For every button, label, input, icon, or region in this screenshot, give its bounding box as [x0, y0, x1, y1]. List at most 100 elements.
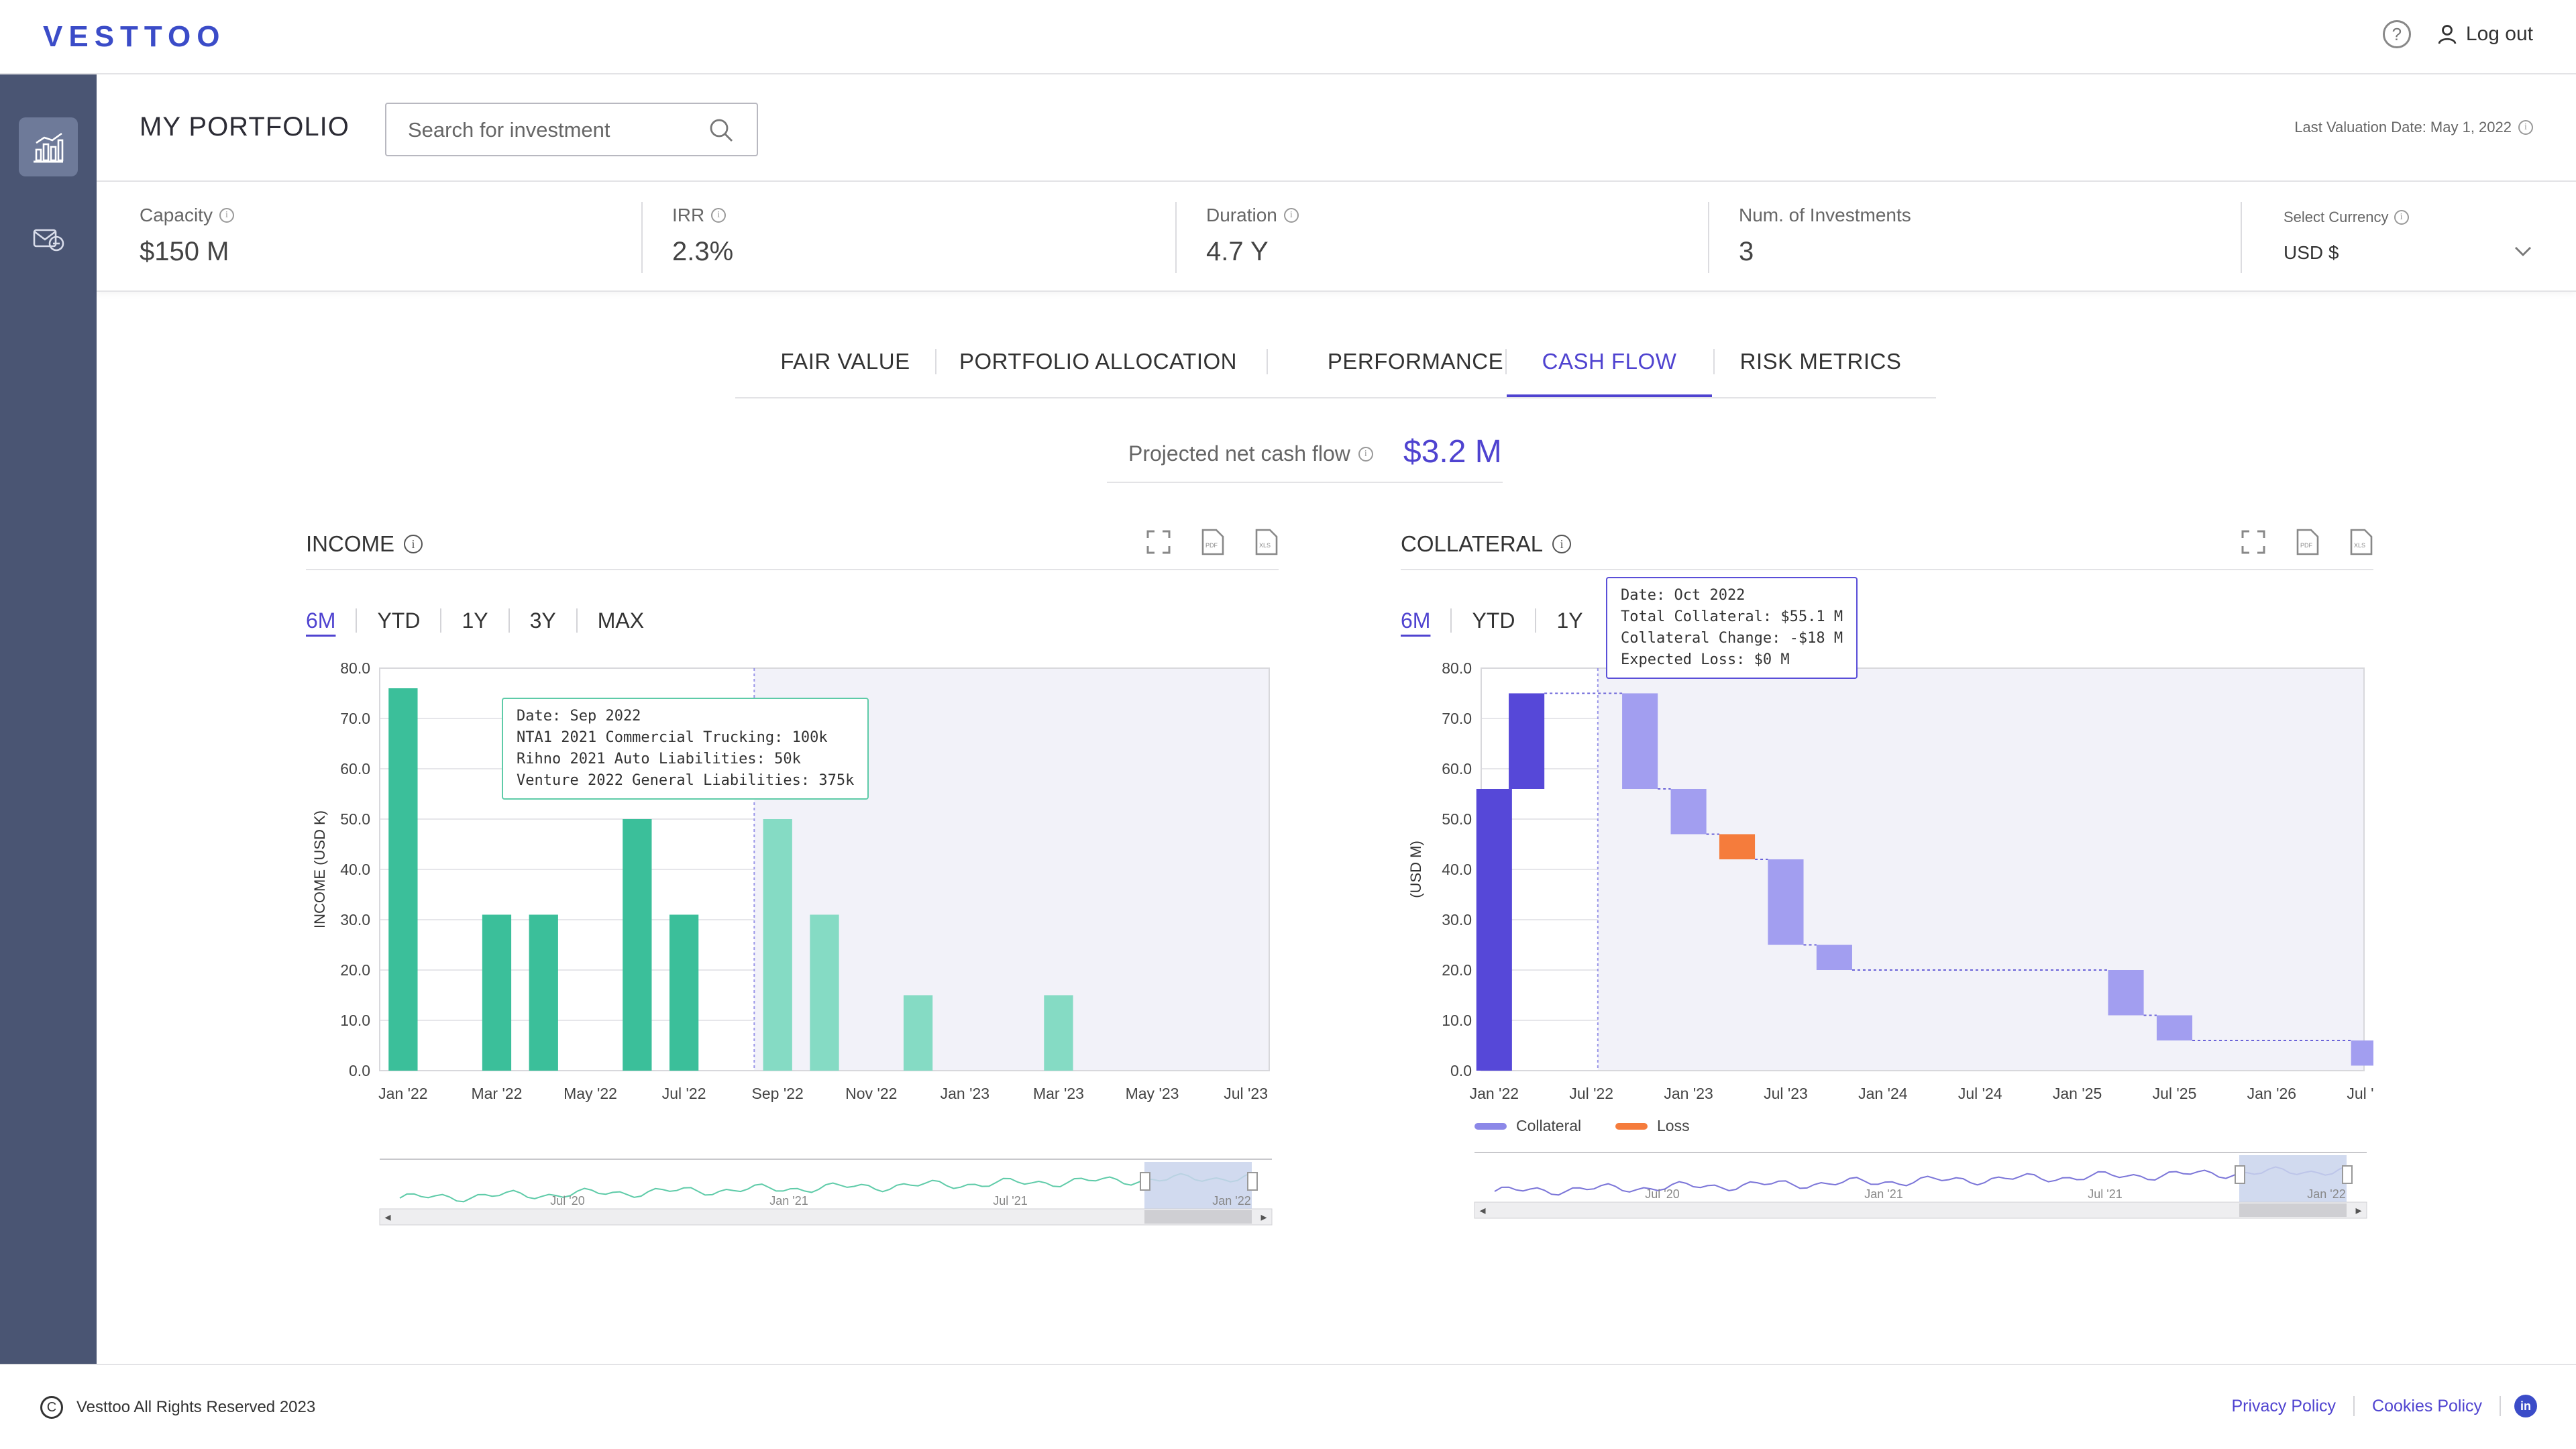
logo[interactable]: VESTTOO	[43, 20, 226, 53]
info-icon[interactable]: i	[711, 208, 727, 223]
stat-value: 4.7 Y	[1206, 237, 1269, 266]
pdf-icon[interactable]: PDF	[1199, 529, 1225, 555]
x-tick-label: Jul '24	[1958, 1085, 2002, 1102]
expand-icon[interactable]	[2241, 529, 2266, 555]
tab-fair-value[interactable]: FAIR VALUE	[780, 349, 910, 374]
income-tooltip: Date: Sep 2022 NTA1 2021 Commercial Truc…	[502, 698, 869, 800]
linkedin-icon[interactable]: in	[2514, 1395, 2537, 1417]
stat-duration: Duration i 4.7 Y	[1206, 182, 1676, 292]
copyright-text: Vesttoo All Rights Reserved 2023	[76, 1398, 316, 1416]
range-6m[interactable]: 6M	[1401, 608, 1452, 633]
panel-actions: PDF XLS	[2241, 529, 2373, 555]
projected-label: Projected net cash flow i	[1128, 441, 1373, 466]
range-ytd[interactable]: YTD	[357, 608, 442, 633]
collateral-bar	[2351, 1040, 2373, 1066]
x-tick-label: Jan '22	[378, 1085, 427, 1102]
info-icon[interactable]: i	[2394, 210, 2409, 225]
navigator-label: Jan '21	[1864, 1187, 1902, 1201]
range-ytd[interactable]: YTD	[1452, 608, 1537, 633]
collateral-bar	[2108, 970, 2144, 1016]
xls-icon[interactable]: XLS	[1253, 529, 1279, 555]
x-tick-label: Mar '23	[1033, 1085, 1084, 1102]
y-tick-label: 30.0	[1442, 911, 1472, 928]
tab-performance[interactable]: PERFORMANCE	[1327, 349, 1504, 374]
collateral-bar	[1768, 859, 1804, 945]
search-input[interactable]	[407, 117, 695, 143]
help-icon[interactable]: ?	[2382, 20, 2411, 48]
collateral-bar	[1509, 693, 1545, 789]
navigator-label: Jan '21	[769, 1194, 808, 1208]
divider	[1708, 202, 1709, 273]
y-tick-label: 60.0	[1442, 760, 1472, 777]
logout-button[interactable]: Log out	[2438, 23, 2533, 46]
panel-header: COLLATERAL i PDF XLS	[1401, 523, 2373, 570]
privacy-link[interactable]: Privacy Policy	[2214, 1396, 2355, 1416]
collateral-bar	[2156, 1015, 2193, 1040]
range-1y[interactable]: 1Y	[1556, 608, 1583, 633]
x-tick-label: Jan '23	[1664, 1085, 1713, 1102]
chevron-down-icon[interactable]	[2514, 246, 2532, 257]
x-tick-label: Jan '25	[2053, 1085, 2102, 1102]
svg-text:XLS: XLS	[2354, 542, 2365, 549]
info-icon[interactable]: i	[1552, 535, 1572, 553]
divider	[2241, 202, 2242, 273]
tab-cash-flow[interactable]: CASH FLOW	[1542, 349, 1677, 374]
page-header: MY PORTFOLIO Last Valuation Date: May 1,…	[97, 74, 2576, 182]
income-bar	[669, 914, 699, 1071]
sidebar-item-portfolio[interactable]	[19, 117, 78, 176]
navigator-handle	[2235, 1165, 2245, 1184]
stat-irr: IRR i 2.3%	[672, 182, 1142, 292]
tooltip-line: Venture 2022 General Liabilities: 375k	[517, 772, 855, 789]
y-tick-label: 40.0	[1442, 861, 1472, 878]
tab-portfolio-allocation[interactable]: PORTFOLIO ALLOCATION	[959, 349, 1238, 374]
tooltip-line: Collateral Change: -$18 M	[1621, 630, 1843, 647]
info-icon[interactable]: i	[1283, 208, 1299, 223]
user-icon	[2438, 25, 2457, 44]
active-tab-underline	[1507, 394, 1712, 397]
info-icon[interactable]: i	[1358, 446, 1373, 462]
sidebar-item-messages[interactable]	[19, 209, 78, 268]
x-tick-label: May '22	[564, 1085, 617, 1102]
currency-select[interactable]: Select Currency i USD $	[2284, 182, 2532, 292]
scroll-left-icon: ◂	[384, 1210, 390, 1224]
range-6m[interactable]: 6M	[306, 608, 358, 633]
info-icon[interactable]: i	[404, 535, 423, 553]
x-tick-label: Jul '25	[2153, 1085, 2197, 1102]
stat-capacity: Capacity i $150 M	[140, 182, 609, 292]
x-tick-label: Jul '23	[1764, 1085, 1808, 1102]
tab-risk-metrics[interactable]: RISK METRICS	[1739, 349, 1902, 374]
navigator-handle	[1247, 1172, 1258, 1191]
search-icon[interactable]	[708, 117, 734, 143]
messages-icon	[33, 229, 64, 252]
navigator-window	[2239, 1155, 2347, 1209]
pdf-icon[interactable]: PDF	[2294, 529, 2320, 555]
legend-swatch	[1615, 1123, 1648, 1130]
navigator-label: Jan '22	[2307, 1187, 2345, 1201]
y-axis-label: (USD M)	[1407, 841, 1424, 898]
search-box[interactable]	[385, 103, 758, 156]
range-1y[interactable]: 1Y	[441, 608, 510, 633]
navigator-handle	[1140, 1172, 1150, 1191]
expand-icon[interactable]	[1146, 529, 1171, 555]
x-tick-label: Jul '26	[2347, 1085, 2373, 1102]
divider	[935, 349, 936, 374]
navigator-series	[399, 1172, 1252, 1203]
xls-icon[interactable]: XLS	[2348, 529, 2373, 555]
projection-shading	[1597, 669, 2363, 1070]
navigator-window	[1144, 1162, 1252, 1216]
top-bar: VESTTOO ? Log out	[0, 0, 2576, 74]
stats-row: Capacity i $150 M IRR i 2.3% Duration i 4.7…	[97, 182, 2576, 292]
stat-value: $150 M	[140, 237, 229, 266]
info-icon[interactable]: i	[2518, 120, 2533, 135]
range-max[interactable]: MAX	[597, 608, 645, 633]
info-icon[interactable]: i	[219, 208, 234, 223]
scroll-left-icon: ◂	[1479, 1203, 1485, 1217]
range-3y[interactable]: 3Y	[510, 608, 578, 633]
projected-label-text: Projected net cash flow	[1128, 441, 1350, 466]
tooltip-line: Date: Sep 2022	[517, 708, 641, 724]
stat-label-text: Capacity	[140, 205, 213, 225]
cookies-link[interactable]: Cookies Policy	[2355, 1396, 2501, 1416]
income-chart: 0.0 10.0 20.0 30.0 40.0 50.0 60.0 70.0 80.0 Jan '…	[311, 659, 1273, 1226]
range-selector: 6M YTD 1Y 3Y MAX	[306, 604, 664, 637]
income-panel: INCOME i PDF XLS 6M YTD 1Y 3Y MAX 0.0 10.0…	[306, 523, 1279, 1234]
